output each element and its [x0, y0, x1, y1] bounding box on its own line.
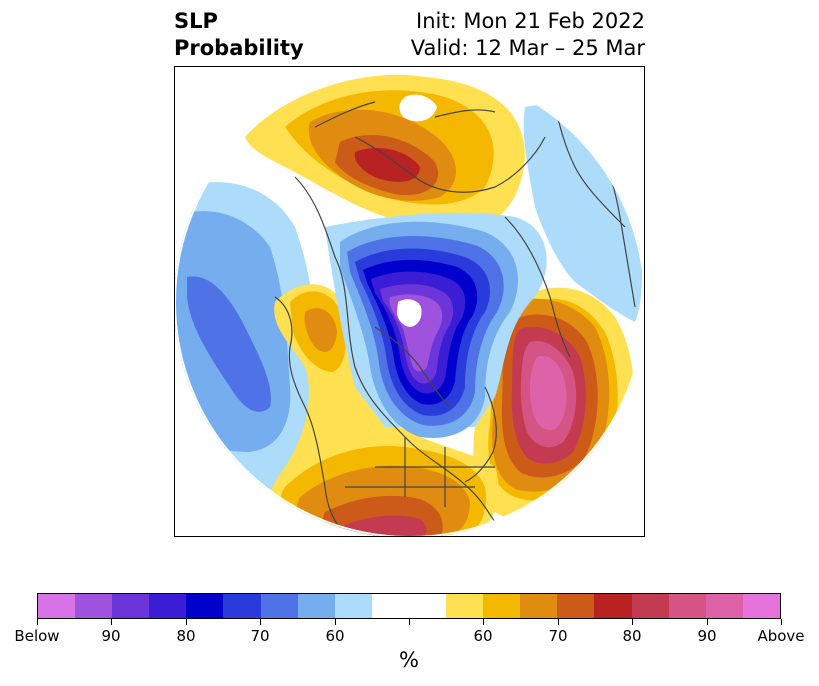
colorbar-tick — [707, 619, 708, 625]
colorbar-segment — [594, 594, 632, 618]
colorbar-tick-label: 90 — [101, 627, 121, 645]
colorbar-segment — [668, 594, 706, 618]
colorbar-segment — [705, 594, 743, 618]
colorbar-tick — [111, 619, 112, 625]
title-left: SLP Probability — [174, 8, 304, 62]
title-right: Init: Mon 21 Feb 2022 Valid: 12 Mar – 25… — [411, 8, 645, 62]
eurasia-anomaly — [245, 74, 525, 230]
colorbar-tick — [558, 619, 559, 625]
north-atlantic-anomaly — [473, 287, 634, 518]
valid-range: Valid: 12 Mar – 25 Mar — [410, 36, 645, 60]
colorbar-segment — [520, 594, 558, 618]
colorbar-segment — [186, 594, 224, 618]
colorbar-tick — [483, 619, 484, 625]
title-probability: Probability — [174, 36, 304, 60]
colorbar-segment — [112, 594, 150, 618]
colorbar-tick — [632, 619, 633, 625]
colorbar-segment — [223, 594, 261, 618]
colorbar-tick-label: 80 — [622, 627, 642, 645]
map-panel — [174, 66, 645, 537]
colorbar-tick-label: 80 — [176, 627, 196, 645]
colorbar-tick — [781, 619, 782, 625]
colorbar-tick-label: Above — [757, 627, 805, 645]
colorbar-tick — [335, 619, 336, 625]
colorbar-tick — [260, 619, 261, 625]
colorbar-segment — [631, 594, 669, 618]
title-slp: SLP — [174, 9, 218, 33]
colorbar-segment — [371, 594, 409, 618]
colorbar — [37, 593, 781, 619]
colorbar-tick — [409, 619, 410, 625]
colorbar-tick — [186, 619, 187, 625]
init-date: Init: Mon 21 Feb 2022 — [416, 9, 645, 33]
colorbar-tick-label: 70 — [250, 627, 270, 645]
colorbar-segment — [149, 594, 187, 618]
colorbar-segment — [38, 594, 76, 618]
colorbar-tick-label: Below — [14, 627, 60, 645]
colorbar-segment — [75, 594, 113, 618]
colorbar-segment — [408, 594, 447, 618]
colorbar-segment — [446, 594, 484, 618]
colorbar-tick-label: 60 — [473, 627, 493, 645]
colorbar-tick-label: 70 — [548, 627, 568, 645]
colorbar-segment — [260, 594, 298, 618]
colorbar-unit-label: % — [399, 648, 419, 672]
north-pacific-anomaly — [175, 182, 328, 518]
colorbar-segment — [334, 594, 372, 618]
colorbar-tick-label: 60 — [325, 627, 345, 645]
colorbar-segment — [297, 594, 335, 618]
map-svg — [175, 67, 644, 536]
colorbar-segment — [742, 594, 780, 618]
north-america-anomaly — [340, 221, 518, 438]
colorbar-tick-label: 90 — [697, 627, 717, 645]
colorbar-tick — [37, 619, 38, 625]
colorbar-segment — [483, 594, 521, 618]
colorbar-segment — [557, 594, 595, 618]
